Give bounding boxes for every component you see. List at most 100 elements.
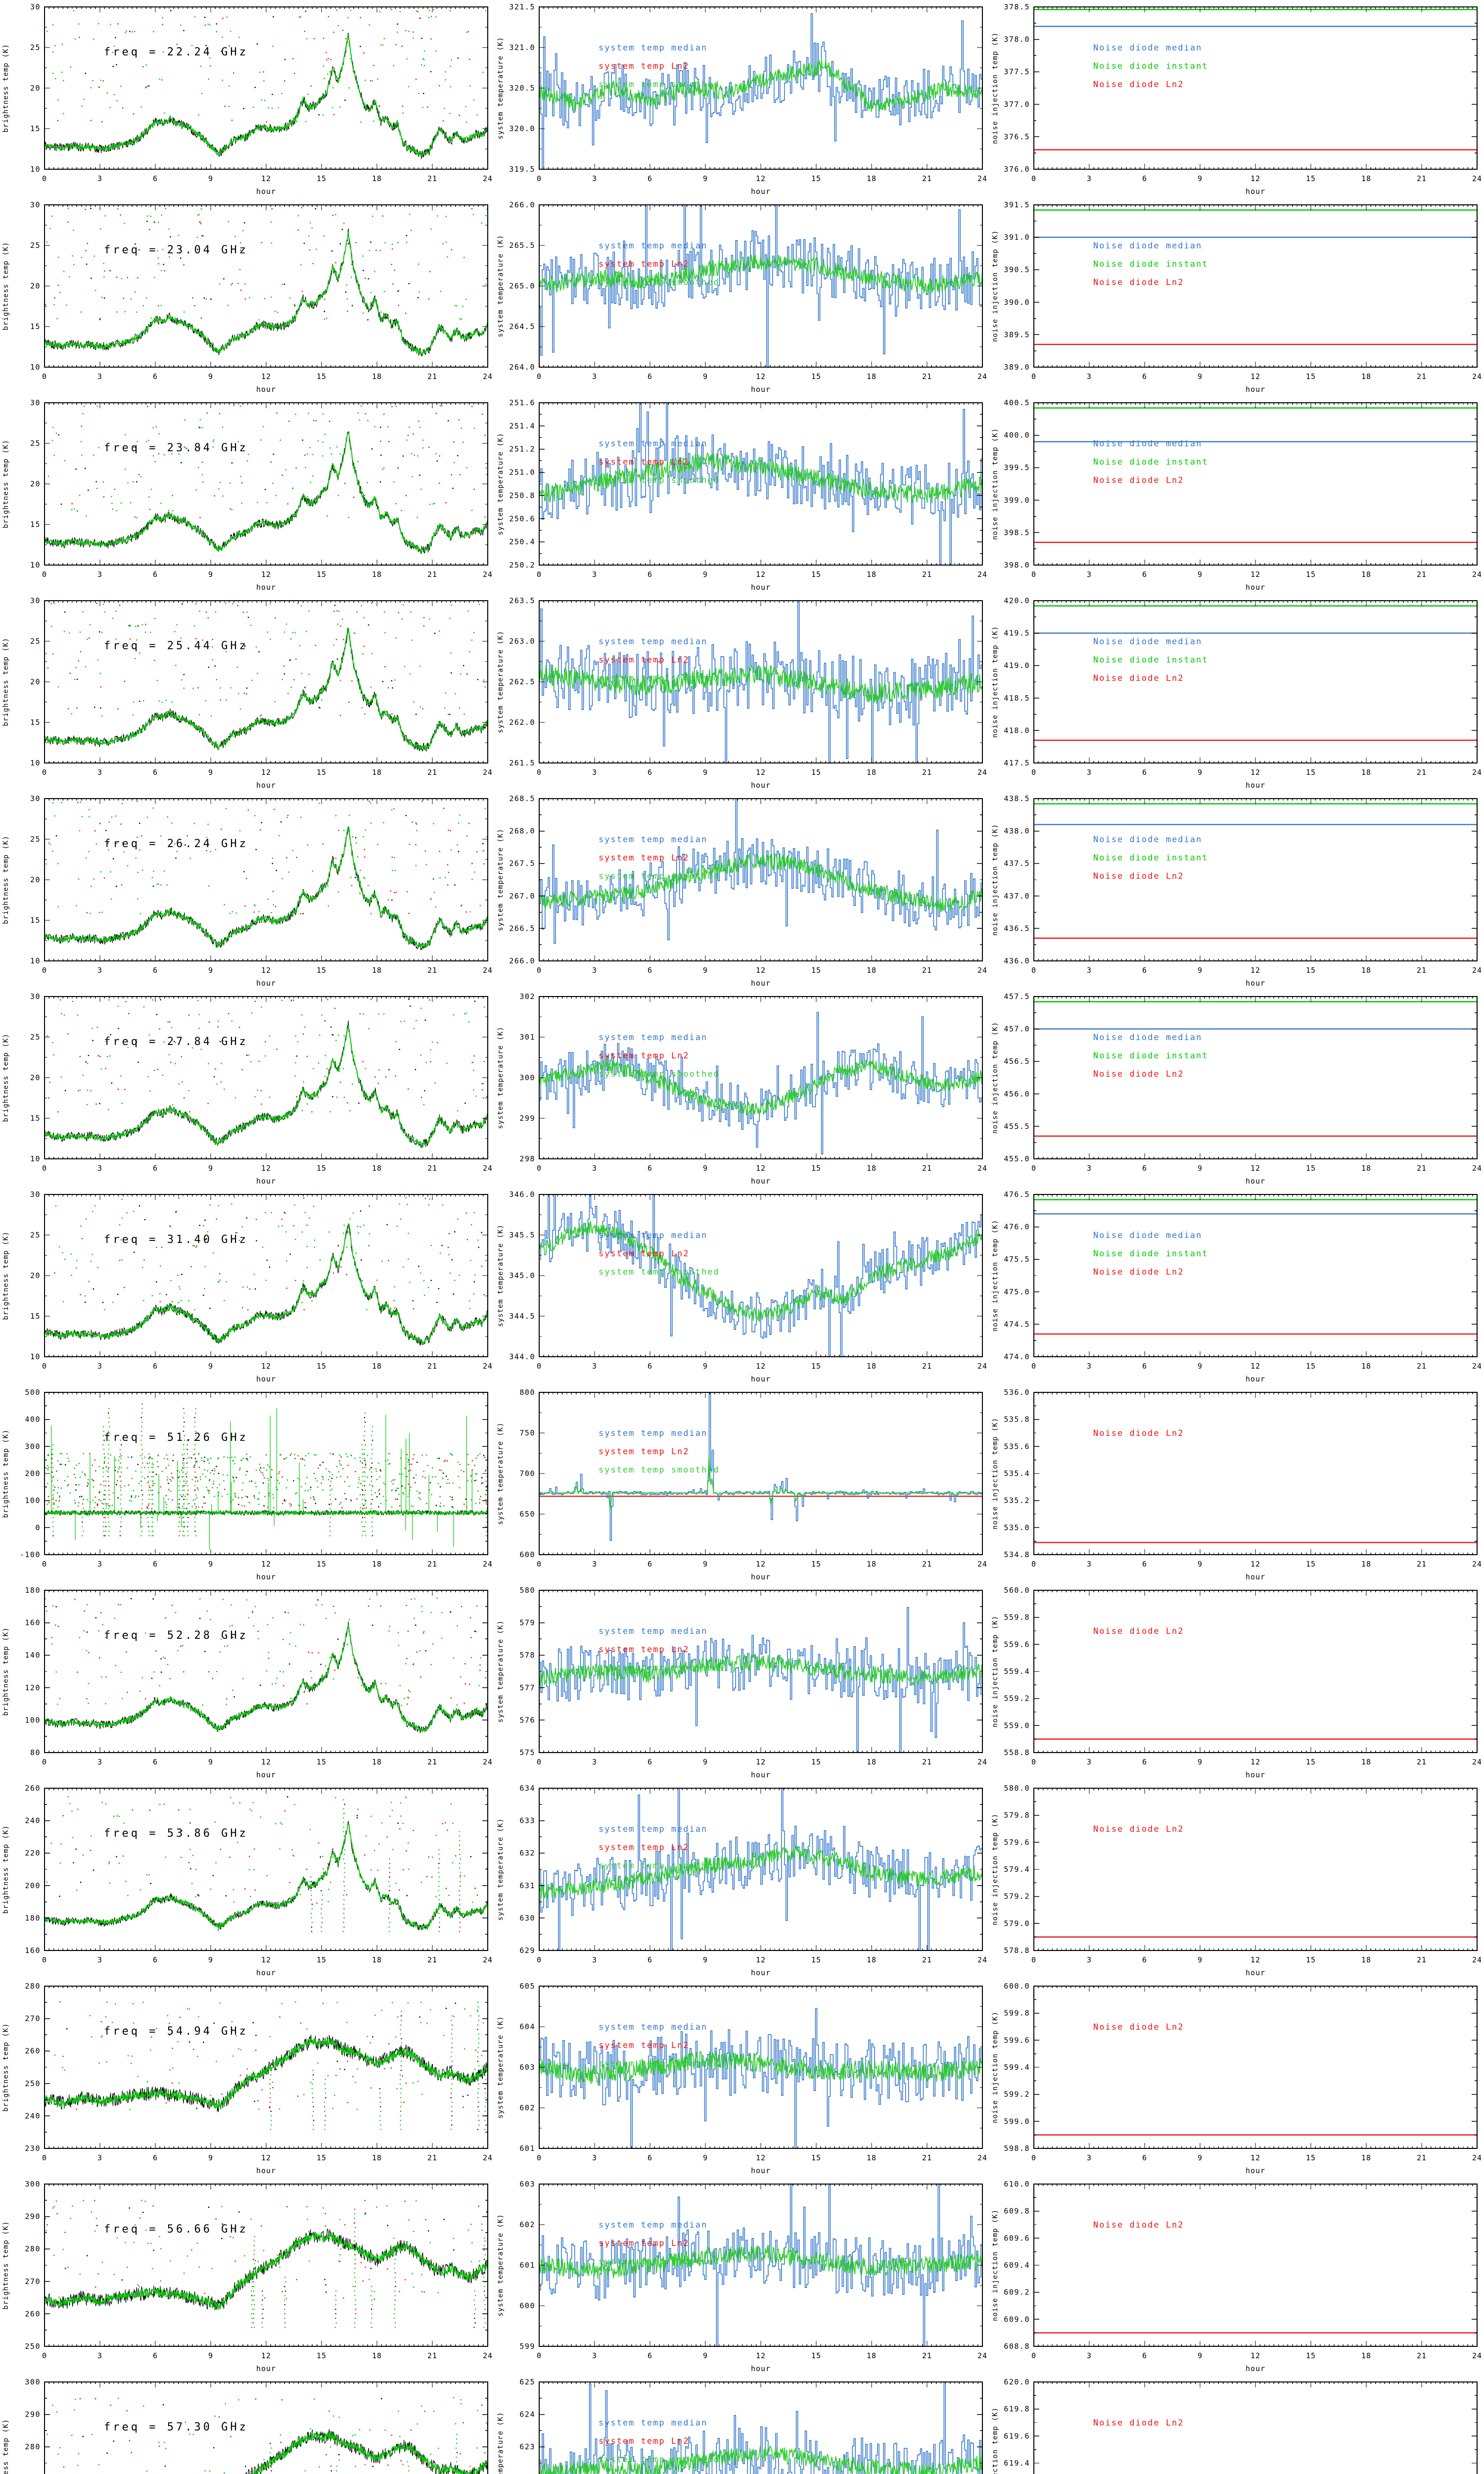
x-tick-label: 24 xyxy=(977,2351,987,2360)
x-tick-label: 0 xyxy=(537,372,542,381)
series xyxy=(45,2199,487,2328)
legend-item: Noise diode Ln2 xyxy=(1093,1428,1184,1438)
x-tick-label: 3 xyxy=(1087,570,1092,579)
panel-mid-0: system temp median system temp Ln2 system … xyxy=(497,2,987,196)
y-tick-label: 534.8 xyxy=(1004,1550,1030,1559)
legend-item: system temp median xyxy=(599,2022,707,2032)
x-tick-label: 15 xyxy=(1306,768,1316,777)
cell-right-row13: Noise diode Ln2618.8619.0619.2619.4619.6… xyxy=(989,2375,1484,2474)
panel-left-6: freq = 31.40 GHz 10 15 20 25 30 0 3 6 9 12 15 18 21 24… xyxy=(2,1190,492,1383)
y-tick-label: 559.8 xyxy=(1004,1613,1030,1622)
legend-item: Noise diode Ln2 xyxy=(1093,871,1184,881)
legend-item: Noise diode Ln2 xyxy=(1093,2022,1184,2032)
cell-mid-row8: system temp median system temp Ln2 system … xyxy=(495,1385,989,1583)
x-tick-label: 0 xyxy=(537,1164,542,1173)
y-tick-label: 30 xyxy=(30,398,41,407)
y-tick-label: 391.0 xyxy=(1004,233,1030,242)
series xyxy=(540,1195,982,1356)
y-axis-label: system temperature (K) xyxy=(497,1620,505,1722)
x-tick-label: 6 xyxy=(153,768,158,777)
x-axis-label: hour xyxy=(256,2364,276,2373)
y-tick-label: 437.5 xyxy=(1004,859,1030,868)
x-tick-label: 21 xyxy=(427,1164,437,1173)
x-tick-label: 18 xyxy=(372,570,382,579)
x-tick-label: 12 xyxy=(1251,1560,1260,1569)
x-tick-label: 24 xyxy=(977,372,987,381)
y-tick-label: 500 xyxy=(25,1388,41,1397)
axes xyxy=(44,1392,488,1555)
y-tick-label: 609.4 xyxy=(1004,2261,1030,2270)
x-tick-label: 24 xyxy=(977,1560,987,1569)
y-tick-label: 320.5 xyxy=(509,84,535,93)
x-tick-label: 9 xyxy=(1198,570,1203,579)
y-tick-label: 250.8 xyxy=(509,491,535,500)
cell-mid-row12: system temp median system temp Ln2 system … xyxy=(495,2177,989,2375)
x-axis-label: hour xyxy=(751,1572,771,1581)
y-tick-label: 298 xyxy=(519,1154,535,1163)
y-axis-label: noise injection temp (K) xyxy=(991,2011,999,2123)
y-tick-label: 420.0 xyxy=(1004,596,1030,605)
x-tick-label: 21 xyxy=(922,2351,932,2360)
panel-right-5: Noise diode median Noise diode instant Noi… xyxy=(991,992,1482,1186)
y-tick-label: 344.5 xyxy=(509,1312,535,1321)
x-tick-label: 18 xyxy=(1361,1164,1371,1173)
y-tick-label: 120 xyxy=(25,1683,41,1692)
x-tick-label: 24 xyxy=(483,1164,493,1173)
y-tick-label: 220 xyxy=(25,1849,41,1857)
cell-left-row10: freq = 53.86 GHz 160 180 200 220 240 260 0 3 6 9 12… xyxy=(0,1781,495,1979)
x-axis-label: hour xyxy=(751,781,771,790)
x-tick-label: 6 xyxy=(153,2153,158,2162)
x-tick-label: 15 xyxy=(811,768,821,777)
x-tick-label: 21 xyxy=(922,1362,932,1371)
x-tick-label: 3 xyxy=(592,1362,597,1371)
y-tick-label: 20 xyxy=(30,479,41,488)
axes xyxy=(44,2184,488,2347)
x-tick-label: 3 xyxy=(97,966,102,975)
x-tick-label: 15 xyxy=(811,1758,821,1766)
y-tick-label: 475.0 xyxy=(1004,1287,1030,1296)
legend-item: system temp smoothed xyxy=(599,1663,720,1673)
cell-right-row10: Noise diode Ln2 578.8 579.0 579.2 579.4 579.6… xyxy=(989,1781,1484,1979)
x-tick-label: 24 xyxy=(977,768,987,777)
legend-item: system temp median xyxy=(599,1824,707,1834)
x-tick-label: 21 xyxy=(1417,768,1427,777)
y-tick-label: 200 xyxy=(25,1881,41,1890)
legend-item: system temp Ln2 xyxy=(599,2238,690,2248)
cell-right-row9: Noise diode Ln2 558.8 559.0 559.2 559.4 559.6… xyxy=(989,1583,1484,1781)
x-tick-label: 3 xyxy=(592,768,597,777)
x-tick-label: 3 xyxy=(1087,768,1092,777)
y-tick-label: 578.8 xyxy=(1004,1946,1030,1955)
y-tick-label: 476.5 xyxy=(1004,1190,1030,1199)
series xyxy=(540,799,982,944)
legend-item: Noise diode median xyxy=(1093,835,1202,845)
freq-title: freq = 23.84 GHz xyxy=(104,442,248,454)
x-tick-label: 21 xyxy=(427,570,437,579)
x-tick-label: 18 xyxy=(867,2351,877,2360)
y-tick-label: 345.0 xyxy=(509,1271,535,1280)
y-axis-label: system temperature (K) xyxy=(497,2016,505,2118)
x-tick-label: 12 xyxy=(261,1955,271,1964)
x-tick-label: 24 xyxy=(977,570,987,579)
y-tick-label: 536.0 xyxy=(1004,1388,1030,1397)
x-axis-label: hour xyxy=(751,2364,771,2373)
axes xyxy=(1033,1788,1478,1951)
y-tick-label: 251.0 xyxy=(509,468,535,477)
y-tick-label: 609.6 xyxy=(1004,2234,1030,2242)
freq-title: freq = 57.30 GHz xyxy=(104,2421,248,2433)
freq-title: freq = 31.40 GHz xyxy=(104,1234,248,1246)
x-tick-label: 21 xyxy=(427,966,437,975)
y-tick-label: 15 xyxy=(30,520,41,529)
y-tick-label: 609.2 xyxy=(1004,2288,1030,2297)
y-tick-label: 535.6 xyxy=(1004,1442,1030,1451)
cell-right-row4: Noise diode median Noise diode instant Noi… xyxy=(989,594,1484,792)
x-tick-label: 0 xyxy=(1031,768,1036,777)
axes xyxy=(539,1194,983,1357)
series xyxy=(45,1597,487,1733)
panel-right-8: Noise diode Ln2 558.8 559.0 559.2 559.4 559.6… xyxy=(991,1586,1482,1779)
legend-item: system temp median xyxy=(599,637,707,647)
y-tick-label: 418.0 xyxy=(1004,726,1030,735)
legend-item: system temp median xyxy=(599,43,707,53)
x-tick-label: 3 xyxy=(1087,2153,1092,2162)
x-tick-label: 0 xyxy=(42,1955,47,1964)
x-tick-label: 18 xyxy=(867,174,877,183)
